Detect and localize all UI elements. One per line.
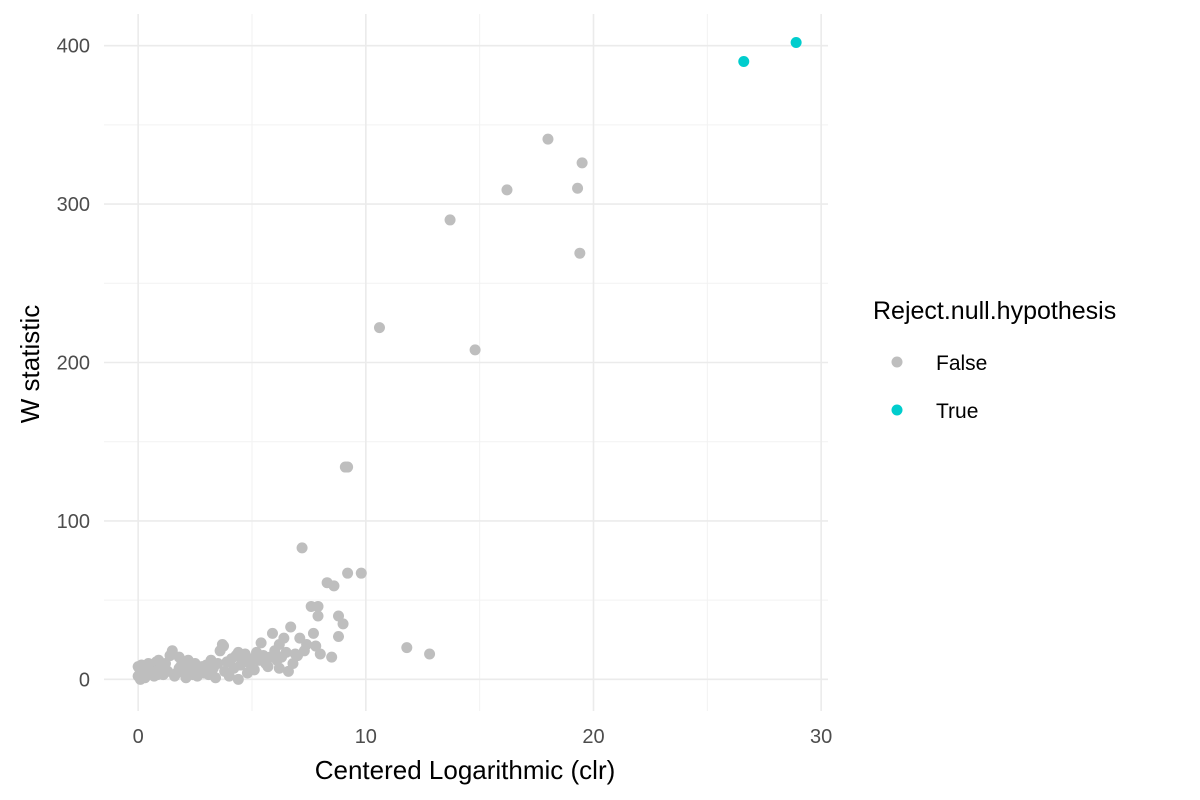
data-point-false (326, 651, 338, 663)
y-tick-label: 400 (57, 36, 90, 58)
data-point-false (230, 650, 242, 662)
x-tick-label: 0 (133, 726, 144, 748)
data-point-false (153, 654, 165, 666)
data-point-false (444, 214, 456, 226)
data-point-false (132, 661, 144, 673)
data-point-true (790, 37, 802, 49)
data-point-false (401, 642, 413, 654)
data-point-false (232, 673, 244, 685)
data-point-false (355, 567, 367, 579)
data-point-false (328, 580, 340, 592)
data-point-false (424, 648, 436, 660)
data-point-false (373, 322, 385, 334)
legend-label-false: False (936, 352, 987, 375)
legend: Reject.null.hypothesis False True (873, 297, 1116, 423)
x-tick-label: 10 (355, 726, 377, 748)
data-point-false (333, 631, 345, 643)
legend-swatch-true (891, 404, 903, 416)
data-point-false (219, 665, 231, 677)
legend-swatch-false (891, 356, 903, 368)
x-axis-ticks: 0 10 20 30 (133, 726, 833, 748)
data-point-false (142, 657, 154, 669)
x-axis-title: Centered Logarithmic (clr) (315, 755, 616, 785)
data-point-false (285, 621, 297, 633)
data-point-false (266, 627, 278, 639)
data-point-false (501, 184, 513, 196)
y-tick-label: 0 (79, 669, 90, 691)
data-point-false (134, 673, 146, 685)
data-point-false (337, 618, 349, 630)
data-point-false (162, 665, 174, 677)
y-tick-label: 300 (57, 194, 90, 216)
data-point-false (182, 654, 194, 666)
data-point-false (542, 133, 554, 145)
x-tick-label: 30 (810, 726, 832, 748)
legend-label-true: True (936, 400, 978, 423)
data-point-false (312, 610, 324, 622)
data-point-false (173, 651, 185, 663)
data-point-false (207, 662, 219, 674)
data-point-false (576, 157, 588, 169)
data-point-false (307, 627, 319, 639)
data-point-false (255, 637, 267, 649)
legend-title: Reject.null.hypothesis (873, 297, 1116, 325)
data-point-false (198, 667, 210, 679)
data-point-false (572, 182, 584, 194)
data-point-false (314, 648, 326, 660)
data-point-false (298, 645, 310, 657)
data-point-false (469, 344, 481, 356)
data-point-false (276, 651, 288, 663)
data-point-false (287, 657, 299, 669)
data-point-false (210, 672, 222, 684)
data-point-false (574, 247, 586, 259)
data-point-false (153, 664, 165, 676)
data-point-false (218, 640, 230, 652)
data-point-false (235, 659, 247, 671)
y-tick-label: 100 (57, 511, 90, 533)
data-point-false (342, 567, 354, 579)
x-tick-label: 20 (582, 726, 604, 748)
data-point-true (738, 56, 750, 68)
data-point-false (312, 600, 324, 612)
y-axis-title: W statistic (15, 305, 45, 423)
data-point-false (262, 661, 274, 673)
y-axis-ticks: 0 100 200 300 400 (57, 36, 90, 692)
data-point-false (296, 542, 308, 554)
data-point-false (342, 461, 354, 473)
grid-lines (104, 14, 828, 711)
y-tick-label: 200 (57, 353, 90, 375)
data-point-false (246, 653, 258, 665)
data-points (132, 37, 802, 685)
